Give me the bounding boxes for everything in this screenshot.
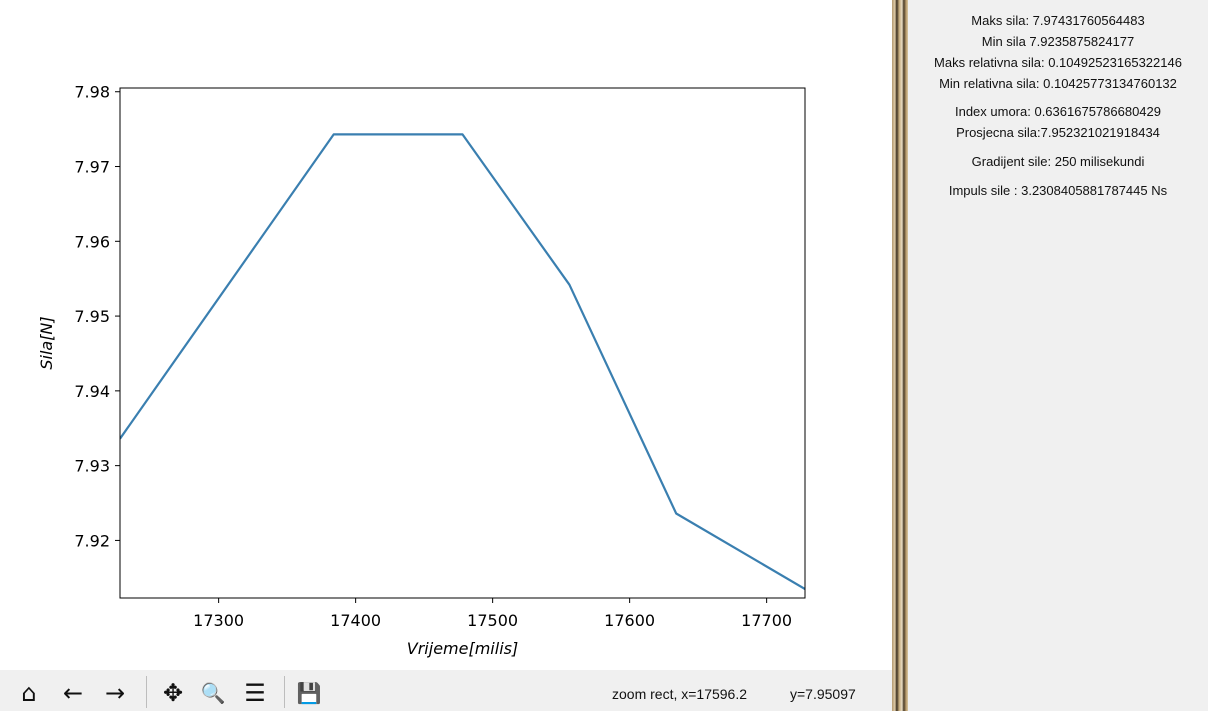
plot-window: 17300 17400 17500 17600 17700 7.92 7.93 7.94 7.9… [0,0,892,711]
navigation-toolbar: ⌂ ← → ✥ 🔍 ☰ 💾 zoom rect, x=17596.2 y=7.9… [0,670,892,711]
info-panel: Maks sila: 7.97431760564483 Min sila 7.9… [908,0,1208,711]
force-impulse-label: Impuls sile : 3.2308405881787445 Ns [948,183,1168,198]
home-icon: ⌂ [21,679,37,707]
cursor-status-y: y=7.95097 [790,686,856,702]
save-button[interactable]: 💾 [294,678,324,708]
forward-button[interactable]: → [100,678,130,708]
subplots-button[interactable]: ☰ [240,678,270,708]
x-tick-label: 17600 [604,611,655,630]
min-relative-force-label: Min relativna sila: 0.10425773134760132 [939,76,1177,91]
zoom-icon: 🔍 [200,681,226,705]
y-tick-label: 7.92 [74,531,110,550]
force-gradient-label: Gradijent sile: 250 milisekundi [971,154,1145,169]
axes-frame [119,87,806,599]
x-tick-label: 17500 [467,611,518,630]
average-force-label: Prosjecna sila:7.952321021918434 [956,125,1160,140]
y-tick-label: 7.98 [74,83,110,102]
y-tick-label: 7.97 [74,158,110,177]
fatigue-index-label: Index umora: 0.6361675786680429 [954,104,1161,119]
series-line [120,133,805,590]
x-tick-label: 17400 [330,611,381,630]
max-force-label: Maks sila: 7.97431760564483 [971,13,1145,28]
forward-arrow-icon: → [104,679,126,707]
zoom-button[interactable]: 🔍 [198,678,228,708]
toolbar-separator [284,676,285,708]
back-button[interactable]: ← [58,678,88,708]
cursor-status-text: zoom rect, x=17596.2 [612,686,748,702]
x-tick-label: 17300 [193,611,244,630]
subplots-config-icon: ☰ [244,679,266,707]
toolbar-separator [146,676,147,708]
y-tick-label: 7.93 [74,457,110,476]
y-tick-label: 7.94 [74,382,110,401]
splitter-handle[interactable] [892,0,908,711]
y-tick-label: 7.96 [74,232,110,251]
save-icon: 💾 [296,681,322,705]
pan-icon: ✥ [162,679,184,707]
pan-button[interactable]: ✥ [158,678,188,708]
back-arrow-icon: ← [62,679,84,707]
line-chart[interactable]: 17300 17400 17500 17600 17700 7.92 7.93 7.94 7.9… [0,0,892,670]
home-button[interactable]: ⌂ [14,678,44,708]
y-axis-label: Sila[N] [37,316,56,369]
x-axis-label: Vrijeme[milis] [407,639,518,658]
min-force-label: Min sila 7.9235875824177 [981,34,1135,49]
x-tick-label: 17700 [741,611,792,630]
y-tick-label: 7.95 [74,307,110,326]
max-relative-force-label: Maks relativna sila: 0.10492523165322146 [934,55,1182,70]
